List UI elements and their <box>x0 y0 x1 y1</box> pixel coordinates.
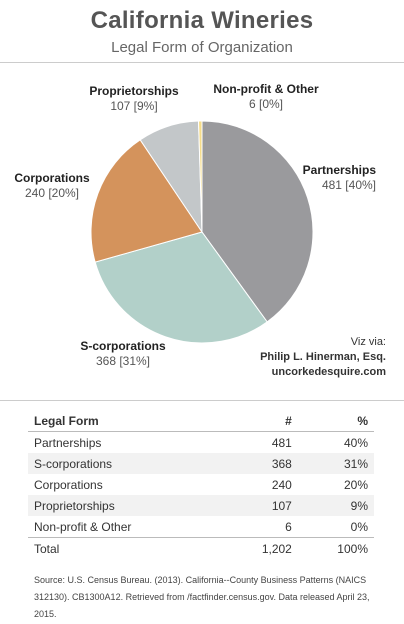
row-percent: 31% <box>297 453 374 474</box>
row-count: 368 <box>222 453 298 474</box>
pie-slices <box>90 120 314 344</box>
credit-website: uncorkedesquire.com <box>271 366 386 378</box>
chart-title: California Wineries <box>90 7 314 34</box>
table-header-row: Legal Form # % <box>28 410 374 432</box>
total-percent: 100% <box>297 537 374 559</box>
row-label: S-corporations <box>28 453 223 474</box>
row-percent: 0% <box>350 519 368 534</box>
row-label: Corporations <box>34 477 103 492</box>
pie-slice-non-profit-other <box>198 120 203 233</box>
pie-slice-s-corporations <box>94 231 268 344</box>
col-header-count: # <box>222 410 298 432</box>
slice-label-name: Proprietorships <box>89 84 179 98</box>
row-percent: 40% <box>343 435 368 450</box>
table-row: Proprietorships 107 9% <box>28 495 374 516</box>
credit-line-1: Viz via: <box>350 336 386 348</box>
row-percent: 20% <box>343 477 368 492</box>
row-label: Partnerships <box>34 435 102 450</box>
credit-author: Philip L. Hinerman, Esq. <box>260 351 386 363</box>
slice-label-value: 240 [20%] <box>25 186 79 200</box>
table-row: Corporations 240 20% <box>28 474 374 495</box>
pie-slice-corporations <box>90 139 203 263</box>
chart-subtitle: Legal Form of Organization <box>111 39 293 56</box>
pie-slice-partnerships <box>201 120 314 323</box>
slice-label-name: Partnerships <box>303 163 377 177</box>
table-total-row: Total 1,202 100% <box>28 537 374 559</box>
viz-credit: Viz via: Philip L. Hinerman, Esq. uncork… <box>260 335 386 380</box>
table-row: Partnerships 481 40% <box>28 432 374 454</box>
col-header-percent: % <box>297 410 374 432</box>
chart-header: California Wineries Legal Form of Organi… <box>0 0 404 58</box>
slice-label-value: 368 [31%] <box>96 354 150 368</box>
slice-label-name: Corporations <box>14 171 90 185</box>
data-table: Legal Form # % Partnerships 481 40% S-co… <box>28 410 374 559</box>
slice-label-value: 481 [40%] <box>322 178 376 192</box>
slice-label-name: Non-profit & Other <box>213 82 319 96</box>
row-count: 6 <box>285 519 292 534</box>
row-percent: 9% <box>297 495 374 516</box>
row-count: 107 <box>222 495 298 516</box>
total-label: Total <box>28 537 223 559</box>
source-note: Source: U.S. Census Bureau. (2013). Cali… <box>34 575 370 619</box>
table-row: Non-profit & Other 6 0% <box>28 516 374 538</box>
slice-label-value: 107 [9%] <box>110 99 157 113</box>
col-header-legal-form: Legal Form <box>28 410 223 432</box>
row-count: 481 <box>271 435 292 450</box>
table-row: S-corporations 368 31% <box>28 453 374 474</box>
row-label: Proprietorships <box>28 495 223 516</box>
total-count: 1,202 <box>222 537 298 559</box>
header-divider <box>0 62 404 63</box>
row-count: 240 <box>271 477 292 492</box>
chart-divider <box>0 400 404 401</box>
row-label: Non-profit & Other <box>34 519 132 534</box>
slice-label-value: 6 [0%] <box>249 97 283 111</box>
slice-label-name: S-corporations <box>80 339 166 353</box>
